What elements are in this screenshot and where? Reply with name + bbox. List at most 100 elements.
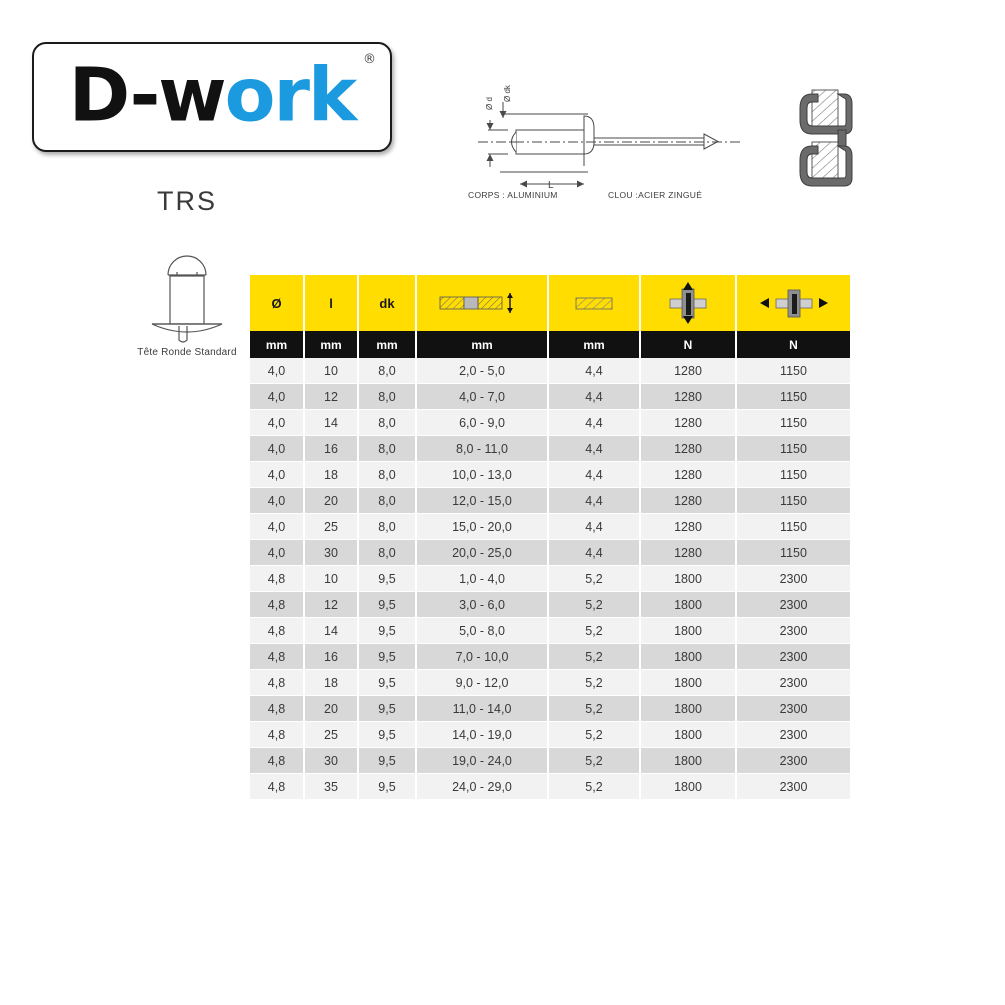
cell-head-diameter: 8,0 <box>358 539 417 566</box>
cell-grip-range: 19,0 - 24,0 <box>416 747 549 774</box>
cell-diameter: 4,8 <box>250 695 305 722</box>
header-head-diameter: dk <box>358 275 417 331</box>
cell-head-diameter: 8,0 <box>358 487 417 514</box>
cell-grip-range: 24,0 - 29,0 <box>416 773 549 800</box>
cell-length: 14 <box>304 409 359 436</box>
logo-frame <box>32 42 392 152</box>
cell-shear-strength: 1800 <box>640 669 737 696</box>
table-row: 4,8 18 9,5 9,0 - 12,0 5,2 1800 2300 <box>250 669 850 696</box>
cell-shear-strength: 1280 <box>640 487 737 514</box>
cell-head-diameter: 9,5 <box>358 643 417 670</box>
cell-tensile-strength: 1150 <box>736 461 850 488</box>
unit-hole-diameter: mm <box>548 331 641 358</box>
cell-length: 25 <box>304 513 359 540</box>
cell-shear-strength: 1280 <box>640 409 737 436</box>
header-length: l <box>304 275 359 331</box>
cell-length: 20 <box>304 695 359 722</box>
table-row: 4,0 25 8,0 15,0 - 20,0 4,4 1280 1150 <box>250 513 850 540</box>
cell-shear-strength: 1800 <box>640 695 737 722</box>
cell-diameter: 4,0 <box>250 487 305 514</box>
header-hole-diameter <box>548 275 641 331</box>
mandrel-material-label: CLOU :ACIER ZINGUÉ <box>608 190 703 200</box>
cell-length: 16 <box>304 435 359 462</box>
cell-tensile-strength: 2300 <box>736 591 850 618</box>
cell-tensile-strength: 1150 <box>736 539 850 566</box>
header-diameter: Ø <box>250 275 305 331</box>
cell-diameter: 4,8 <box>250 669 305 696</box>
cell-hole-diameter: 4,4 <box>548 513 641 540</box>
cell-length: 35 <box>304 773 359 800</box>
cell-hole-diameter: 5,2 <box>548 773 641 800</box>
cell-length: 14 <box>304 617 359 644</box>
table-row: 4,8 10 9,5 1,0 - 4,0 5,2 1800 2300 <box>250 565 850 592</box>
cell-diameter: 4,0 <box>250 539 305 566</box>
table-row: 4,8 14 9,5 5,0 - 8,0 5,2 1800 2300 <box>250 617 850 644</box>
table-row: 4,8 25 9,5 14,0 - 19,0 5,2 1800 2300 <box>250 721 850 748</box>
cell-hole-diameter: 4,4 <box>548 461 641 488</box>
cell-diameter: 4,0 <box>250 461 305 488</box>
cell-diameter: 4,0 <box>250 435 305 462</box>
cell-grip-range: 4,0 - 7,0 <box>416 383 549 410</box>
cell-diameter: 4,8 <box>250 617 305 644</box>
cell-head-diameter: 9,5 <box>358 617 417 644</box>
cell-tensile-strength: 1150 <box>736 487 850 514</box>
cell-tensile-strength: 1150 <box>736 435 850 462</box>
table-units-row: mm mm mm mm mm N N <box>250 331 850 358</box>
cell-tensile-strength: 1150 <box>736 358 850 384</box>
cell-length: 10 <box>304 565 359 592</box>
cell-grip-range: 14,0 - 19,0 <box>416 721 549 748</box>
header-grip-range <box>416 275 549 331</box>
round-head-rivet-icon <box>151 255 223 343</box>
tensile-strength-icon <box>737 275 850 331</box>
grip-range-icon <box>417 275 547 331</box>
cell-grip-range: 11,0 - 14,0 <box>416 695 549 722</box>
header-tensile-strength <box>736 275 850 331</box>
table-row: 4,8 16 9,5 7,0 - 10,0 5,2 1800 2300 <box>250 643 850 670</box>
cell-shear-strength: 1800 <box>640 747 737 774</box>
cell-grip-range: 1,0 - 4,0 <box>416 565 549 592</box>
cell-tensile-strength: 1150 <box>736 409 850 436</box>
unit-grip-range: mm <box>416 331 549 358</box>
cell-hole-diameter: 4,4 <box>548 409 641 436</box>
cell-diameter: 4,0 <box>250 358 305 384</box>
cell-length: 12 <box>304 591 359 618</box>
cell-tensile-strength: 2300 <box>736 773 850 800</box>
cell-head-diameter: 8,0 <box>358 461 417 488</box>
table-row: 4,0 30 8,0 20,0 - 25,0 4,4 1280 1150 <box>250 539 850 566</box>
blind-rivet-section-icon: Ø d Ø dk L <box>448 72 748 212</box>
cell-diameter: 4,0 <box>250 383 305 410</box>
table-row: 4,8 35 9,5 24,0 - 29,0 5,2 1800 2300 <box>250 773 850 800</box>
unit-head-diameter: mm <box>358 331 417 358</box>
cell-grip-range: 10,0 - 13,0 <box>416 461 549 488</box>
table-row: 4,0 16 8,0 8,0 - 11,0 4,4 1280 1150 <box>250 435 850 462</box>
cell-head-diameter: 8,0 <box>358 435 417 462</box>
logo-text-dark: D-w <box>68 52 227 139</box>
table-row: 4,0 18 8,0 10,0 - 13,0 4,4 1280 1150 <box>250 461 850 488</box>
unit-shear-strength: N <box>640 331 737 358</box>
cell-hole-diameter: 4,4 <box>548 487 641 514</box>
product-caption: Tête Ronde Standard <box>137 347 237 358</box>
hole-diameter-icon <box>549 275 639 331</box>
cell-tensile-strength: 2300 <box>736 695 850 722</box>
cell-shear-strength: 1280 <box>640 358 737 384</box>
cell-grip-range: 9,0 - 12,0 <box>416 669 549 696</box>
cell-diameter: 4,8 <box>250 643 305 670</box>
unit-tensile-strength: N <box>736 331 850 358</box>
registered-trademark-icon: ® <box>363 52 376 67</box>
product-type-block: TRS Tête Ronde Standard <box>92 186 282 366</box>
body-material-label: CORPS : ALUMINIUM <box>468 190 558 200</box>
cell-hole-diameter: 5,2 <box>548 643 641 670</box>
cell-hole-diameter: 5,2 <box>548 669 641 696</box>
set-rivet-joint-section-icon <box>782 82 878 192</box>
cell-hole-diameter: 5,2 <box>548 617 641 644</box>
cell-hole-diameter: 5,2 <box>548 565 641 592</box>
product-code: TRS <box>157 186 217 216</box>
cell-head-diameter: 9,5 <box>358 773 417 800</box>
cell-head-diameter: 8,0 <box>358 383 417 410</box>
cell-shear-strength: 1800 <box>640 721 737 748</box>
cell-shear-strength: 1280 <box>640 383 737 410</box>
svg-text:Ø d: Ø d <box>485 97 494 110</box>
header-shear-strength <box>640 275 737 331</box>
cell-head-diameter: 8,0 <box>358 358 417 384</box>
cell-length: 18 <box>304 461 359 488</box>
